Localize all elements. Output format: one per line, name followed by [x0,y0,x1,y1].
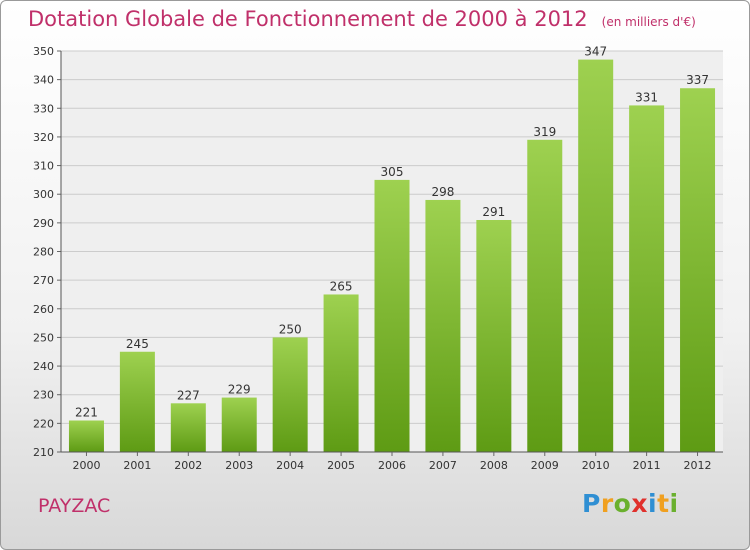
bar-value-label: 331 [635,90,658,104]
bar [221,397,257,452]
bar [578,59,614,452]
y-tick-label: 340 [33,74,54,87]
logo-letter: t [657,489,670,518]
bar [629,105,665,453]
logo-letter: o [613,489,632,518]
bar-value-label: 319 [533,125,556,139]
bar-value-label: 305 [381,165,404,179]
x-tick-label: 2001 [123,459,151,472]
x-tick-label: 2007 [429,459,457,472]
bar [68,420,104,452]
bar [527,139,563,453]
bar-value-label: 227 [177,388,200,402]
bar-value-label: 221 [75,405,98,419]
bar [374,179,410,452]
logo-letter: P [582,489,601,518]
commune-name: PAYZAC [38,495,111,517]
y-tick-label: 280 [33,246,54,259]
y-tick-label: 310 [33,160,54,173]
y-tick-label: 270 [33,274,54,287]
y-tick-label: 210 [33,446,54,459]
y-tick-label: 240 [33,360,54,373]
proxiti-logo: Proxiti [582,489,679,518]
y-tick-label: 250 [33,331,54,344]
bar-value-label: 250 [279,322,302,336]
bar-value-label: 347 [584,45,607,59]
x-tick-label: 2003 [225,459,253,472]
x-tick-label: 2002 [174,459,202,472]
logo-letter: i [648,489,658,518]
bar-value-label: 337 [686,73,709,87]
title-unit: (en milliers d'€) [601,15,696,29]
y-tick-label: 300 [33,188,54,201]
bar [680,88,716,452]
x-tick-label: 2009 [531,459,559,472]
bar [119,351,155,452]
logo-letter: i [669,489,679,518]
x-tick-label: 2012 [684,459,712,472]
bar [170,403,206,452]
y-tick-label: 320 [33,131,54,144]
bar [272,337,308,452]
y-tick-label: 260 [33,303,54,316]
bar [476,219,512,452]
chart-title: Dotation Globale de Fonctionnement de 20… [28,7,696,31]
bar-value-label: 265 [330,279,353,293]
bar [425,199,461,452]
x-tick-label: 2010 [582,459,610,472]
y-tick-label: 290 [33,217,54,230]
bar-value-label: 298 [431,185,454,199]
x-tick-label: 2000 [72,459,100,472]
y-tick-label: 220 [33,417,54,430]
y-tick-label: 230 [33,389,54,402]
bar [323,294,359,452]
title-main: Dotation Globale de Fonctionnement de 20… [28,7,588,31]
bar-value-label: 245 [126,337,149,351]
x-tick-label: 2006 [378,459,406,472]
x-tick-label: 2005 [327,459,355,472]
bar-value-label: 229 [228,383,251,397]
y-tick-label: 330 [33,102,54,115]
x-tick-label: 2008 [480,459,508,472]
logo-letter: r [600,489,614,518]
bar-value-label: 291 [482,205,505,219]
x-tick-label: 2004 [276,459,304,472]
logo-letter: x [631,489,648,518]
y-tick-label: 350 [33,45,54,58]
x-tick-label: 2011 [633,459,661,472]
